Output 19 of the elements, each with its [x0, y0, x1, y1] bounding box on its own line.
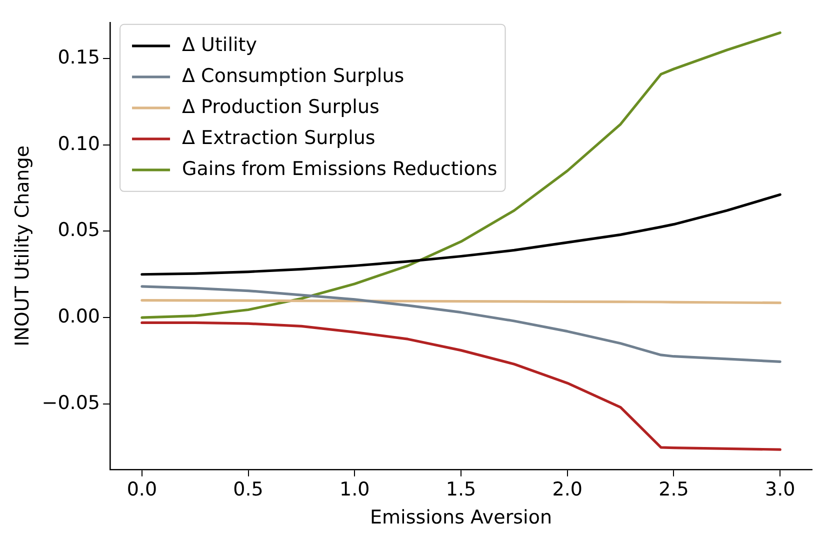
- y-tick-label: 0.10: [58, 132, 100, 155]
- y-tick-label: 0.05: [58, 219, 100, 242]
- x-tick-label: 0.0: [126, 478, 158, 501]
- x-axis-title: Emissions Aversion: [370, 506, 552, 529]
- legend-label: Δ Utility: [182, 34, 257, 56]
- legend-label: Δ Production Surplus: [182, 96, 380, 118]
- x-tick-label: 3.0: [764, 478, 796, 501]
- y-tick-label: 0.00: [58, 305, 100, 328]
- x-tick-label: 0.5: [233, 478, 264, 501]
- x-tick-label: 1.5: [446, 478, 476, 501]
- x-tick-label: 2.5: [658, 478, 689, 501]
- y-axis-title: INOUT Utility Change: [11, 145, 34, 346]
- x-tick-label: 1.0: [340, 478, 370, 501]
- y-tick-label: −0.05: [42, 392, 100, 414]
- legend-label: Gains from Emissions Reductions: [182, 158, 498, 180]
- x-tick-label: 2.0: [552, 478, 582, 501]
- legend-label: Δ Extraction Surplus: [182, 126, 376, 149]
- y-tick-label: 0.15: [58, 46, 100, 69]
- legend-label: Δ Consumption Surplus: [182, 64, 404, 87]
